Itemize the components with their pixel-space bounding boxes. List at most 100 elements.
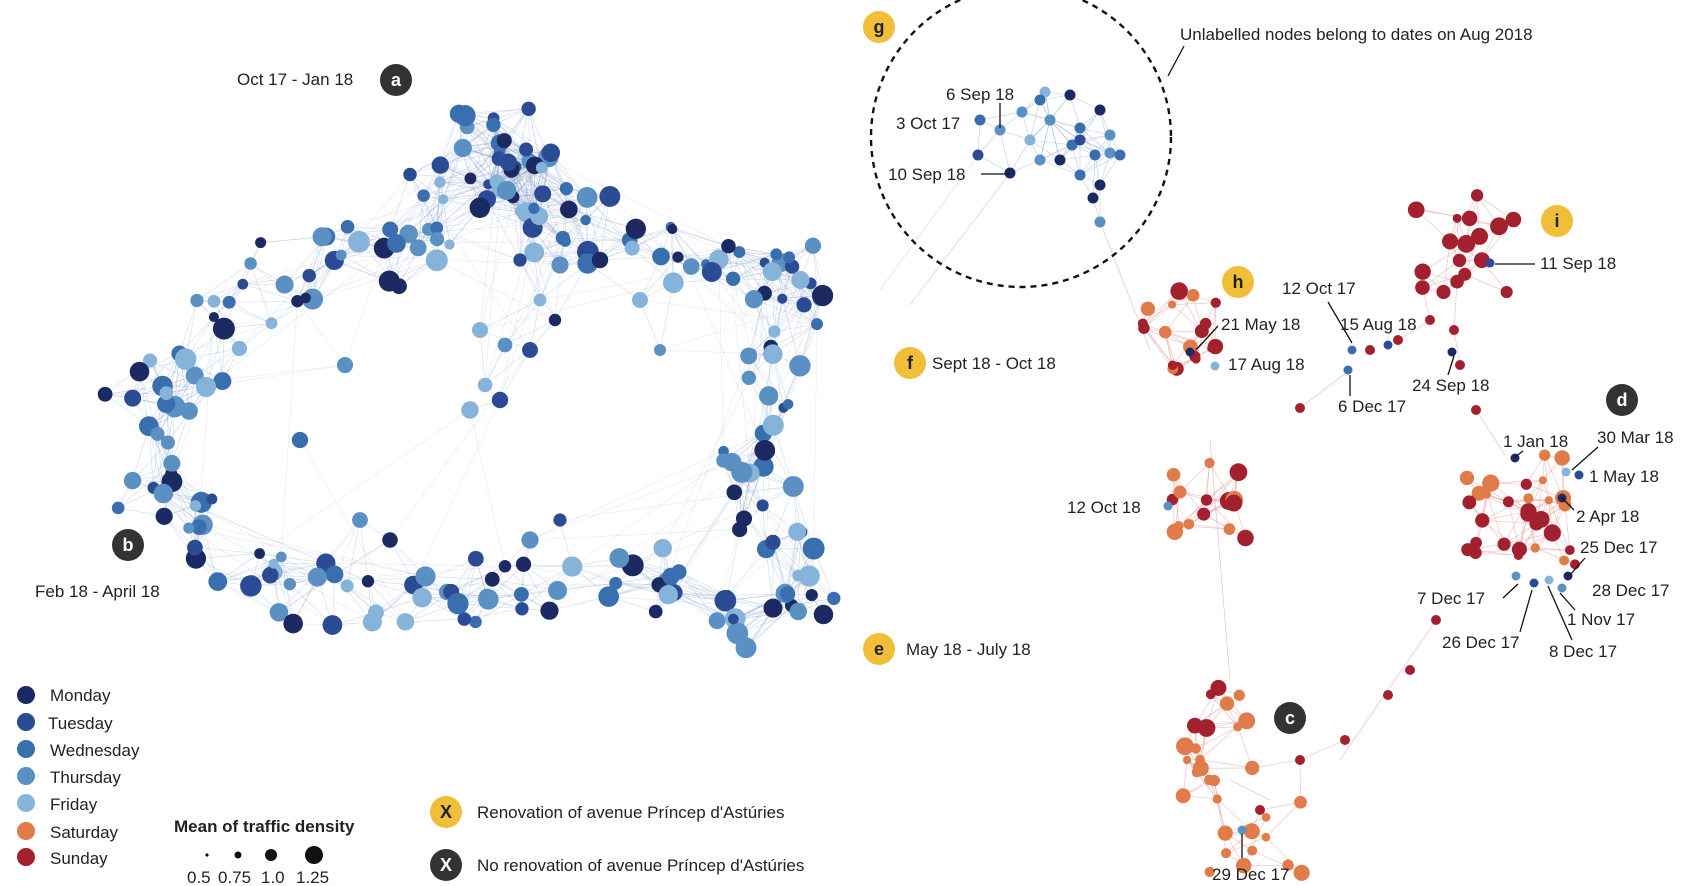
network-node (454, 105, 476, 127)
svg-text:h: h (1233, 272, 1244, 292)
network-node (1383, 690, 1393, 700)
network-node (1104, 129, 1116, 141)
network-edge (1564, 504, 1571, 551)
network-edge (748, 293, 765, 357)
network-edge (566, 188, 589, 252)
network-node (727, 613, 739, 625)
network-edge (1195, 726, 1238, 749)
network-node (732, 521, 748, 538)
network-node (183, 522, 195, 534)
network-node (222, 295, 236, 309)
network-node (275, 551, 287, 563)
network-edge (1209, 439, 1231, 681)
network-edge (1049, 119, 1073, 146)
network-node (347, 230, 370, 253)
network-node (519, 142, 534, 157)
network-node (1233, 689, 1245, 701)
network-edge (451, 566, 506, 593)
network-edge (1252, 759, 1301, 769)
network-node (208, 311, 219, 323)
network-node (1183, 518, 1195, 530)
network-edge (764, 292, 818, 325)
network-edge (672, 228, 729, 247)
network-edge (280, 556, 294, 624)
period-label-e: May 18 - July 18 (906, 640, 1031, 659)
network-edge (312, 236, 327, 300)
network-edge (1252, 850, 1302, 874)
network-edge (799, 300, 819, 366)
date-label: 29 Dec 17 (1212, 865, 1290, 884)
network-node (1114, 149, 1126, 161)
network-edge (732, 278, 752, 354)
network-edge (436, 227, 521, 261)
network-edge (774, 279, 801, 332)
network-node (1461, 210, 1478, 227)
network-node (1523, 493, 1534, 504)
network-node (994, 124, 1006, 136)
network-node (1425, 315, 1435, 325)
network-edge (1049, 119, 1081, 141)
network-edge (436, 165, 441, 228)
network-edge (389, 229, 429, 282)
network-node (725, 271, 741, 286)
network-node (551, 256, 569, 274)
network-node (1554, 450, 1570, 466)
network-node (1235, 857, 1252, 874)
network-edge (466, 126, 498, 182)
network-node (1039, 86, 1051, 98)
network-node (1163, 501, 1173, 511)
network-edge (1299, 739, 1346, 761)
network-edge (486, 199, 521, 261)
network-node (521, 531, 539, 549)
network-edge (1029, 99, 1041, 141)
network-edge (1456, 218, 1460, 261)
network-node (255, 237, 267, 249)
network-edge (666, 355, 749, 582)
network-node (1475, 513, 1490, 528)
network-node (789, 602, 807, 621)
network-node (652, 247, 670, 266)
network-node (1449, 325, 1459, 335)
network-edge (979, 111, 1023, 121)
network-edge (771, 271, 818, 325)
network-node (1237, 825, 1247, 835)
network-node (352, 512, 368, 528)
badge-h: h (1222, 266, 1254, 298)
network-node (789, 355, 811, 377)
network-edge (678, 571, 718, 621)
network-node (283, 577, 296, 591)
network-edge (346, 519, 361, 586)
network-edge (770, 323, 818, 348)
network-edge (559, 486, 794, 521)
network-edge (773, 425, 794, 487)
network-node (472, 322, 488, 338)
network-edge (250, 263, 272, 324)
network-node (1393, 335, 1403, 345)
network-node (268, 558, 279, 569)
network-node (191, 519, 207, 535)
network-node (477, 377, 493, 393)
network-edge (1203, 462, 1210, 515)
network-node (625, 218, 646, 239)
network-node (129, 361, 150, 382)
network-edge (770, 304, 805, 348)
network-node (340, 579, 354, 593)
network-node (788, 522, 807, 541)
network-edge (242, 275, 310, 285)
network-edge (1206, 499, 1246, 539)
network-node (430, 221, 444, 235)
network-node (609, 576, 623, 590)
legend-size: Mean of traffic density 0.5 0.75 1.0 1.2… (174, 817, 355, 886)
network-node (662, 567, 680, 586)
network-node (174, 348, 197, 370)
network-edge (1069, 94, 1101, 111)
network-edge (1464, 274, 1507, 293)
network-node (731, 461, 753, 483)
network-edge (423, 113, 460, 196)
date-label: 3 Oct 17 (896, 114, 960, 133)
network-edge (1299, 369, 1351, 409)
svg-text:X: X (440, 855, 452, 875)
network-node (123, 471, 142, 490)
network-node (382, 532, 398, 548)
